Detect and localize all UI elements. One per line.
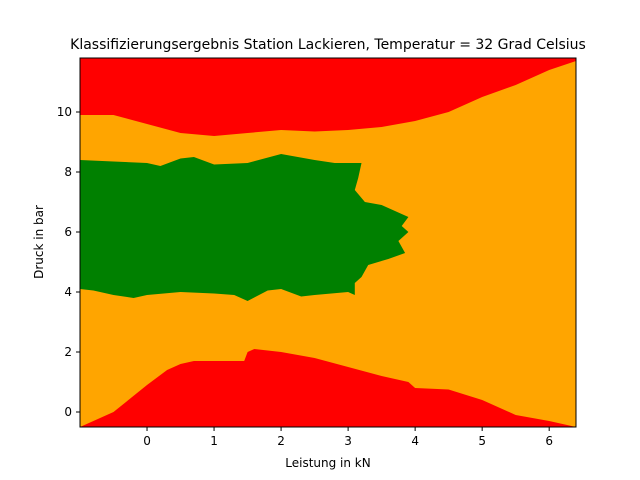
x-axis-label: Leistung in kN xyxy=(285,456,370,470)
region-green xyxy=(80,154,409,301)
region-red-bottom xyxy=(80,349,576,427)
y-tick-label: 0 xyxy=(64,405,72,419)
y-tick-label: 4 xyxy=(64,285,72,299)
x-tick-label: 5 xyxy=(478,434,486,448)
x-tick-label: 4 xyxy=(411,434,419,448)
x-tick-label: 2 xyxy=(277,434,285,448)
x-tick-label: 0 xyxy=(143,434,151,448)
y-axis-label: Druck in bar xyxy=(32,205,46,279)
chart-title: Klassifizierungsergebnis Station Lackier… xyxy=(70,37,586,53)
x-tick-label: 3 xyxy=(344,434,352,448)
axes: 0 1 2 3 4 5 6 0 2 4 6 8 10 xyxy=(57,57,577,448)
y-tick-label: 10 xyxy=(57,105,72,119)
plot-frame xyxy=(79,57,577,428)
y-tick-label: 2 xyxy=(64,345,72,359)
plot-area xyxy=(80,58,576,427)
y-tick-label: 8 xyxy=(64,165,72,179)
x-tick-label: 6 xyxy=(545,434,553,448)
x-tick-label: 1 xyxy=(210,434,218,448)
region-red-top xyxy=(80,58,576,136)
y-tick-label: 6 xyxy=(64,225,72,239)
